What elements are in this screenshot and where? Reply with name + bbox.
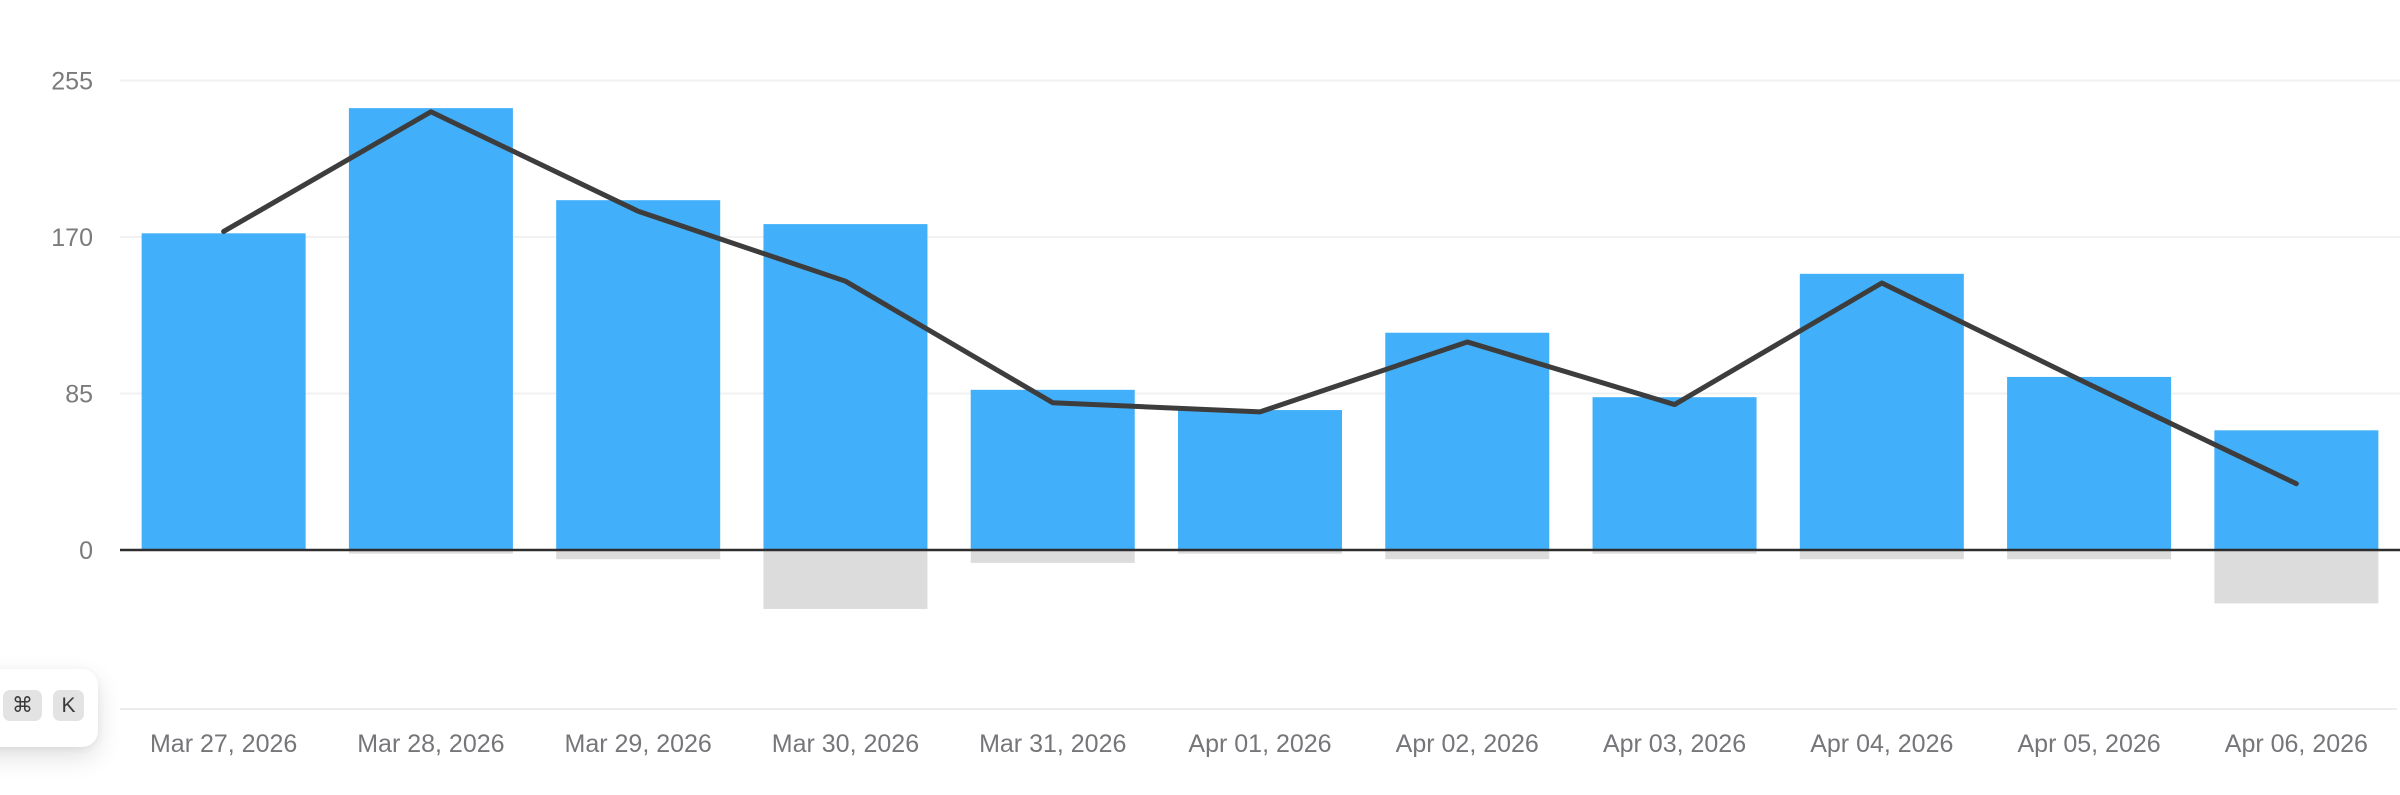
x-tick-label: Mar 29, 2026 bbox=[565, 730, 712, 758]
bar[interactable] bbox=[141, 233, 306, 551]
negative-bar[interactable] bbox=[556, 550, 721, 560]
y-tick-label: 0 bbox=[79, 537, 93, 565]
series-line bbox=[221, 109, 2299, 487]
bar[interactable] bbox=[970, 389, 1135, 550]
negative-bar[interactable] bbox=[2214, 550, 2379, 604]
x-tick-label: Apr 02, 2026 bbox=[1396, 730, 1539, 758]
x-tick-label: Mar 31, 2026 bbox=[979, 730, 1126, 758]
bar[interactable] bbox=[2007, 376, 2172, 550]
x-tick-label: Mar 27, 2026 bbox=[150, 730, 297, 758]
negative-bar[interactable] bbox=[970, 550, 1135, 563]
x-tick-label: Mar 28, 2026 bbox=[357, 730, 504, 758]
x-tick-label: Apr 01, 2026 bbox=[1188, 730, 1331, 758]
bar[interactable] bbox=[1592, 397, 1757, 550]
x-tick-label: Apr 06, 2026 bbox=[2225, 730, 2368, 758]
x-tick-label: Mar 30, 2026 bbox=[772, 730, 919, 758]
x-tick-label: Apr 03, 2026 bbox=[1603, 730, 1746, 758]
bar[interactable] bbox=[1178, 410, 1342, 550]
cmd-key-label: ⌘ bbox=[12, 694, 33, 717]
y-tick-label: 255 bbox=[51, 68, 93, 96]
negative-bar[interactable] bbox=[1178, 550, 1342, 554]
negative-bar[interactable] bbox=[348, 550, 513, 554]
bar[interactable] bbox=[1385, 332, 1550, 550]
y-tick-label: 170 bbox=[51, 224, 93, 252]
bar[interactable] bbox=[556, 200, 721, 551]
bar[interactable] bbox=[763, 224, 928, 551]
x-tick-label: Apr 04, 2026 bbox=[1810, 730, 1953, 758]
bar[interactable] bbox=[1799, 273, 1964, 550]
bar[interactable] bbox=[348, 108, 513, 550]
negative-bar[interactable] bbox=[2007, 550, 2172, 560]
negative-bar[interactable] bbox=[1592, 550, 1757, 554]
y-tick-label: 85 bbox=[65, 381, 93, 409]
bar[interactable] bbox=[2214, 430, 2379, 550]
negative-bar[interactable] bbox=[763, 550, 928, 609]
k-keycap: K bbox=[53, 690, 84, 721]
k-key-label: K bbox=[61, 694, 76, 717]
negative-bar[interactable] bbox=[1385, 550, 1550, 560]
search-shortcut-card[interactable]: ⌘ K bbox=[0, 669, 98, 747]
cmd-keycap: ⌘ bbox=[3, 690, 42, 721]
x-tick-label: Apr 05, 2026 bbox=[2018, 730, 2161, 758]
negative-bar[interactable] bbox=[1799, 550, 1964, 560]
